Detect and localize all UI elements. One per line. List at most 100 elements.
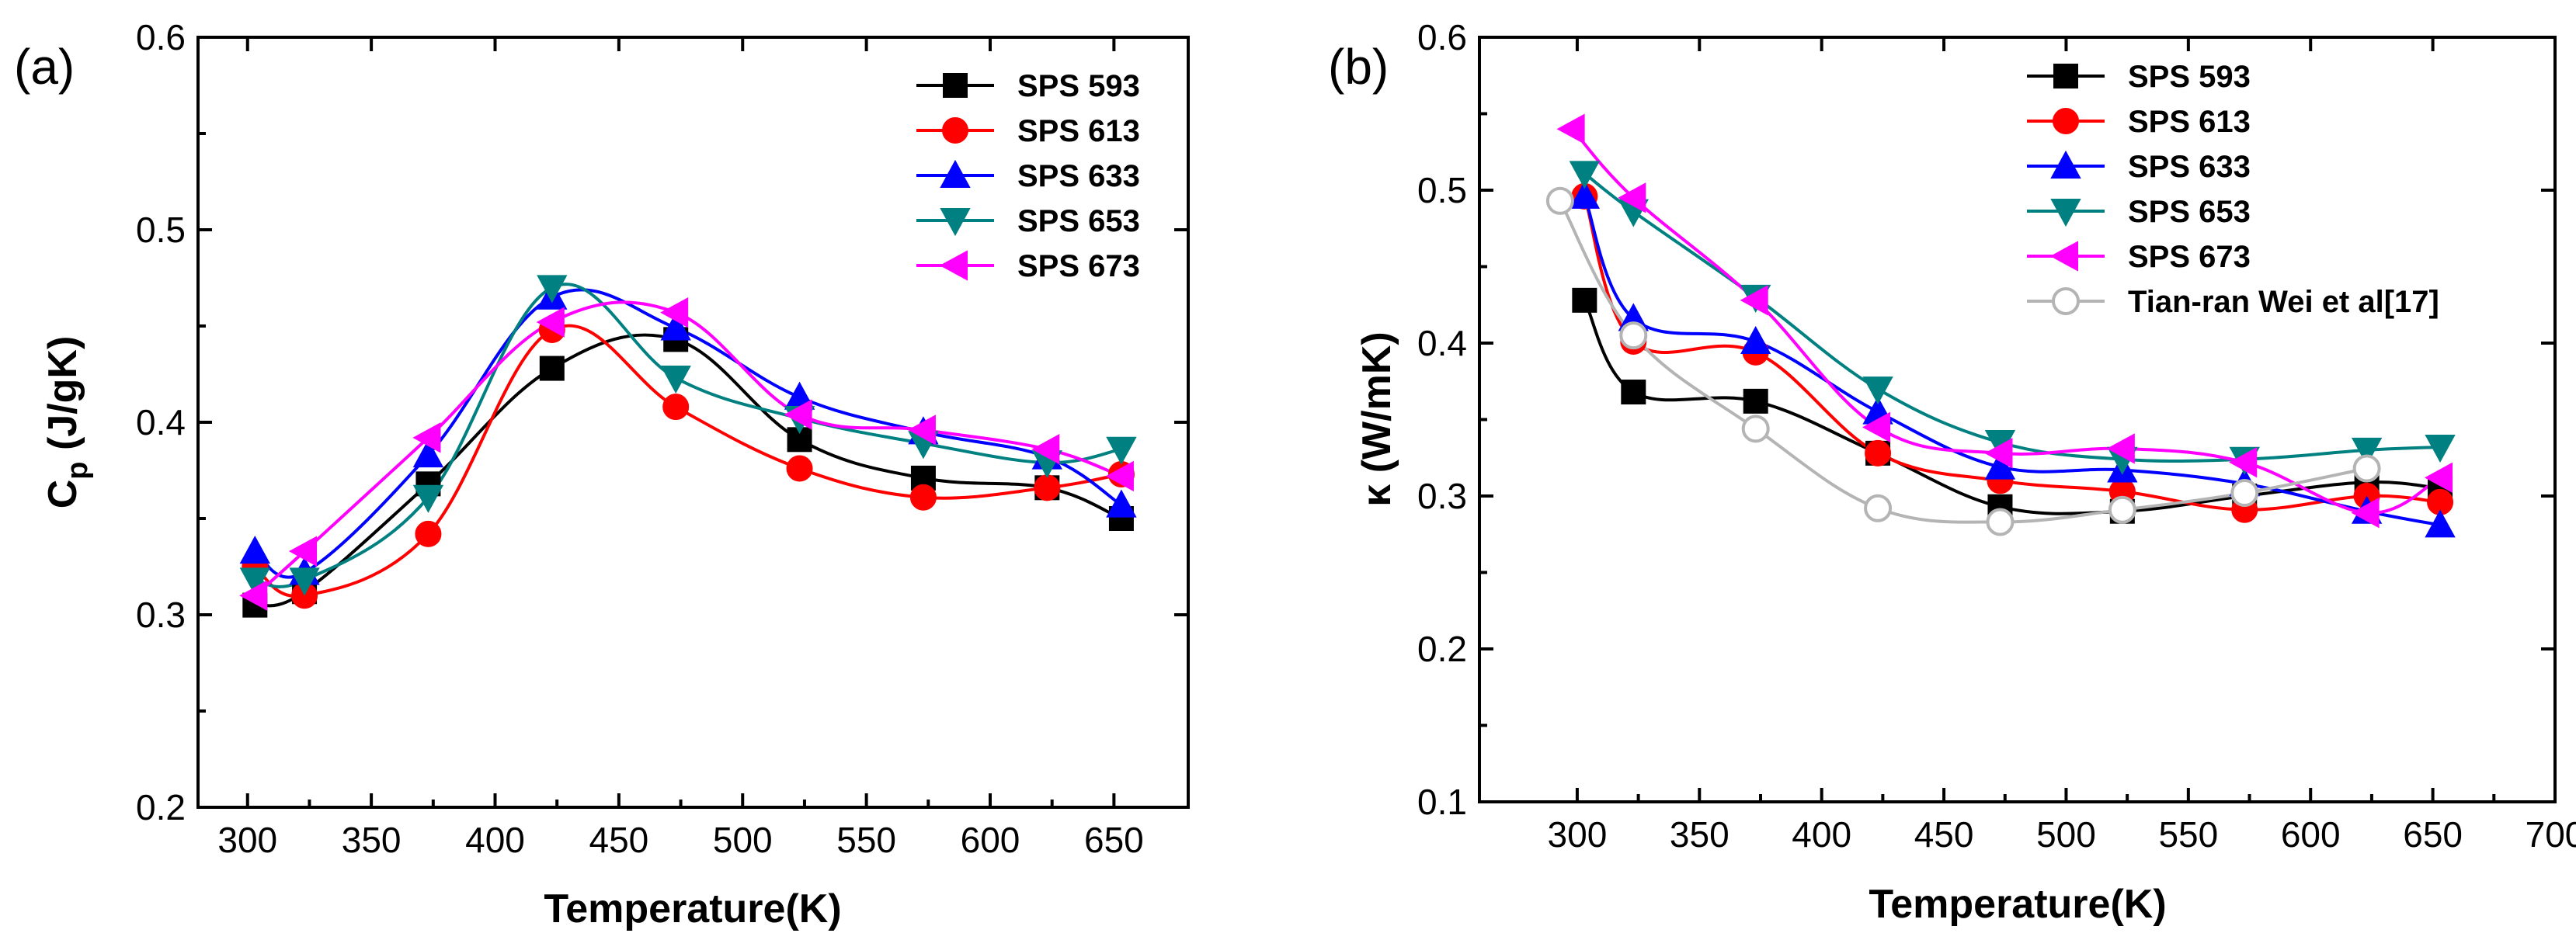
legend-marker xyxy=(2053,108,2079,134)
data-point xyxy=(536,307,565,338)
legend-a: SPS 593 SPS 613 SPS 633 SPS 653 SPS 673 xyxy=(916,69,1140,283)
legend-label: SPS 593 xyxy=(1017,69,1140,103)
x-tick-label: 350 xyxy=(342,820,402,860)
legend-marker xyxy=(2050,150,2081,179)
panel-label-b: (b) xyxy=(1328,39,1389,95)
series-line xyxy=(255,283,1122,588)
data-point xyxy=(660,312,691,341)
data-point xyxy=(1743,388,1768,414)
series-markers-b xyxy=(1545,113,2456,538)
y-axis-title-a: Cp (J/gK) xyxy=(40,336,94,509)
data-point xyxy=(239,567,270,596)
data-point xyxy=(239,536,270,564)
x-tick-label: 300 xyxy=(217,820,277,860)
data-point xyxy=(1105,460,1134,492)
legend-marker xyxy=(942,117,968,144)
data-point xyxy=(1864,494,1893,522)
data-point xyxy=(660,297,689,328)
x-tick-label: 650 xyxy=(2403,814,2463,855)
data-point xyxy=(539,356,565,381)
data-point xyxy=(1862,411,1891,443)
legend-label: SPS 593 xyxy=(2128,60,2251,94)
data-point xyxy=(1618,182,1646,213)
series-line xyxy=(1583,196,2441,527)
axis-ticks-b xyxy=(1479,36,2557,803)
legend-marker xyxy=(940,159,971,188)
data-point xyxy=(1545,186,1574,215)
legend-marker xyxy=(943,73,968,98)
x-tick-label: 300 xyxy=(1548,814,1608,855)
data-point xyxy=(784,399,812,430)
data-point xyxy=(1862,376,1893,405)
legend-label: SPS 653 xyxy=(2128,195,2251,229)
legend-b: SPS 593 SPS 613 SPS 633 SPS 653 SPS 673 Tian-… xyxy=(2027,60,2439,319)
data-point xyxy=(2425,434,2456,463)
x-tick-label: 450 xyxy=(1914,814,1974,855)
data-point xyxy=(786,455,813,482)
x-tick-label: 400 xyxy=(465,820,525,860)
series-curves-a xyxy=(253,283,1122,608)
data-point xyxy=(1034,474,1061,501)
x-tick-label: 550 xyxy=(2158,814,2218,855)
plot-frame-b xyxy=(1478,36,2557,803)
data-point xyxy=(1986,508,2015,536)
legend-marker xyxy=(940,208,971,237)
series-line xyxy=(254,333,1122,608)
data-point xyxy=(2230,479,2259,508)
data-point xyxy=(1106,489,1137,518)
legend-label: SPS 633 xyxy=(2128,150,2251,184)
data-point xyxy=(1619,321,1648,350)
plot-frame-a xyxy=(196,36,1190,809)
axis-ticks-a xyxy=(198,36,1188,809)
y-tick-label: 0.1 xyxy=(1417,782,1467,822)
data-point xyxy=(288,536,318,567)
data-point xyxy=(2425,509,2456,538)
panel-label-a: (a) xyxy=(14,39,75,95)
data-point xyxy=(907,415,936,446)
x-tick-label: 400 xyxy=(1792,814,1851,855)
y-axis-title-a-sub: p xyxy=(61,461,94,479)
data-point xyxy=(1984,438,2013,469)
y-tick-label: 0.4 xyxy=(136,402,186,442)
legend-marker xyxy=(2053,64,2078,88)
data-point xyxy=(412,484,444,513)
y-tick-label: 0.5 xyxy=(1417,170,1467,210)
chart-panel-b: (b) 300 350 400 450 500 550 600 650 700 0.1 0.2 0.3… xyxy=(1328,17,2576,927)
data-point xyxy=(1106,436,1137,465)
tick-labels-b: 300 350 400 450 500 550 600 650 700 0.1 0.2 0.3 0.4 0… xyxy=(1417,17,2576,855)
y-axis-title-b: κ (W/mK) xyxy=(1354,331,1399,506)
chart-panel-a: (a) 300 350 400 450 500 550 600 650 0.2 0.3 0.4 0.5… xyxy=(14,17,1190,931)
x-tick-label: 350 xyxy=(1670,814,1730,855)
legend-label: Tian-ran Wei et al[17] xyxy=(2128,285,2439,319)
data-point xyxy=(1741,415,1770,443)
x-tick-label: 650 xyxy=(1084,820,1144,860)
y-tick-label: 0.2 xyxy=(136,787,186,827)
x-tick-label: 600 xyxy=(961,820,1020,860)
data-point xyxy=(412,422,441,453)
data-point xyxy=(239,580,268,611)
data-point xyxy=(1621,380,1646,405)
x-tick-label: 500 xyxy=(2036,814,2096,855)
x-tick-label: 500 xyxy=(713,820,773,860)
data-point xyxy=(2351,497,2380,529)
legend-marker xyxy=(2049,241,2078,272)
data-point xyxy=(2229,446,2258,478)
x-tick-label: 450 xyxy=(589,820,649,860)
data-point xyxy=(2106,433,2135,464)
legend-label: SPS 673 xyxy=(2128,240,2251,274)
y-tick-label: 0.3 xyxy=(1417,476,1467,516)
data-point xyxy=(1740,325,1771,355)
data-point xyxy=(1031,434,1060,465)
y-tick-label: 0.5 xyxy=(136,210,186,250)
tick-labels-a: 300 350 400 450 500 550 600 650 0.2 0.3 0.4 0.5 0.6 xyxy=(136,17,1144,860)
data-point xyxy=(2351,437,2383,466)
series-line xyxy=(254,324,1122,598)
legend-marker xyxy=(939,250,968,281)
data-point xyxy=(1865,439,1892,467)
data-point xyxy=(1984,451,2016,480)
y-tick-label: 0.6 xyxy=(136,17,186,57)
data-point xyxy=(289,567,320,596)
y-axis-title-a-main: C xyxy=(40,480,85,509)
data-point xyxy=(1740,285,1768,316)
